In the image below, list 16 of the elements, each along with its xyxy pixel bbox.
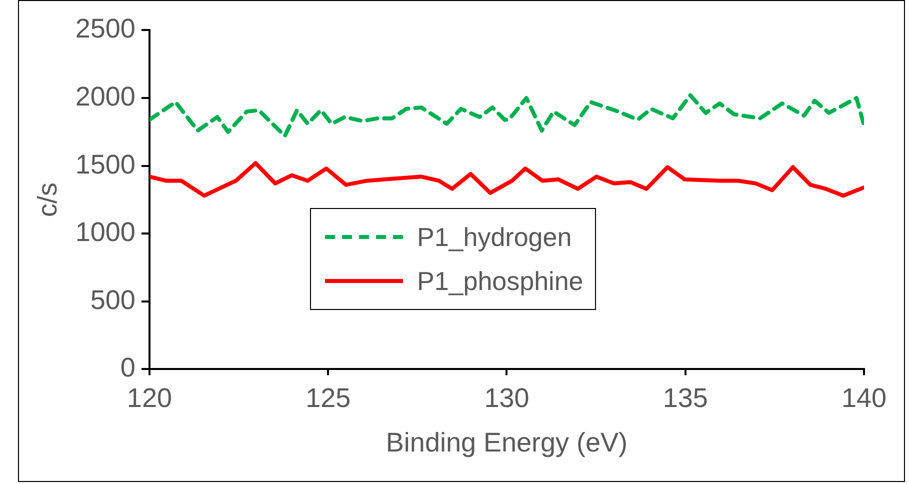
y-tick-label: 1000 xyxy=(75,217,136,248)
y-tick-label: 2000 xyxy=(75,81,136,112)
x-tick-label: 125 xyxy=(306,382,351,413)
y-tick-label: 1500 xyxy=(75,149,136,180)
x-tick-label: 130 xyxy=(484,382,530,413)
y-tick-label: 2500 xyxy=(75,14,136,44)
line-series xyxy=(149,93,864,138)
y-tick-label: 500 xyxy=(90,284,136,315)
legend-label: P1_phosphine xyxy=(417,266,584,296)
x-axis-title: Binding Energy (eV) xyxy=(386,427,628,458)
y-axis-title: c/s xyxy=(32,182,63,217)
y-tick-label: 0 xyxy=(120,352,136,383)
x-tick-label: 140 xyxy=(841,382,887,413)
legend-label: P1_hydrogen xyxy=(417,222,572,252)
x-tick-label: 135 xyxy=(662,382,708,413)
x-tick-label: 120 xyxy=(126,382,172,413)
